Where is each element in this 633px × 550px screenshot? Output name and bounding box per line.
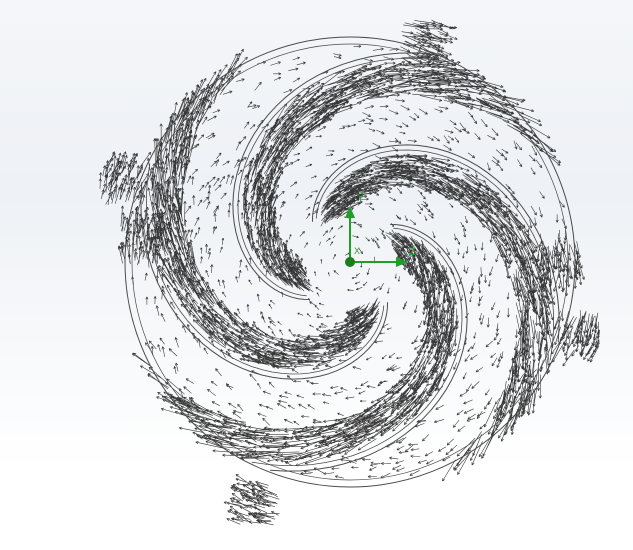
blade-edge-2: [232, 52, 430, 300]
triad-z-arrowhead: [396, 257, 408, 267]
velocity-vectors: [98, 19, 601, 526]
triad-z-label: Z: [409, 246, 416, 258]
triad-origin: [345, 257, 355, 267]
triad-y-arrowhead: [345, 206, 355, 218]
impeller-geometry-outline: [124, 36, 576, 488]
velocity-vector-field: [98, 19, 601, 526]
blade-edge-3: [312, 144, 560, 342]
coordinate-triad: [345, 206, 408, 267]
triad-x-label: X: [354, 246, 361, 256]
blade-back-edge-1: [146, 163, 385, 375]
blade-back-edge-2: [237, 58, 449, 297]
blade-edge-4: [270, 224, 468, 472]
blade-edge-1: [140, 182, 388, 380]
triad-y-label: Y: [357, 192, 365, 204]
blade-back-edge-4: [251, 227, 463, 466]
outer-casing-inner-circle: [131, 43, 569, 481]
blade-back-edge-3: [315, 149, 554, 361]
outer-casing-circle: [124, 36, 576, 488]
